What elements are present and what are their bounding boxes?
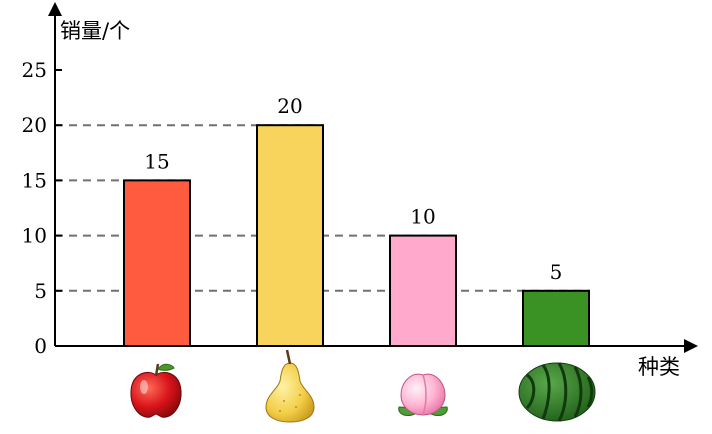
y-tick-label: 15 [22,168,47,192]
y-axis-arrow [48,2,62,16]
data-label-pear: 20 [277,94,302,118]
y-tick-label: 25 [22,58,47,82]
y-tick-label: 20 [22,113,47,137]
y-tick-label: 10 [22,224,47,248]
x-axis-title: 种类 [638,355,680,379]
y-axis-title: 销量/个 [60,19,130,43]
data-label-peach: 10 [410,205,435,229]
x-axis-arrow [684,339,698,353]
watermelon-icon [518,362,596,422]
y-tick-label: 0 [34,334,47,358]
apple-icon [130,363,182,418]
data-label-apple: 15 [144,149,169,173]
bar-pear [256,124,324,347]
bar-peach [389,234,457,348]
bar-watermelon [522,289,590,347]
bar-apple [123,179,191,347]
pear-icon [265,349,315,423]
peach-icon [398,373,448,416]
y-tick-label: 5 [34,279,47,303]
data-label-watermelon: 5 [550,260,563,284]
